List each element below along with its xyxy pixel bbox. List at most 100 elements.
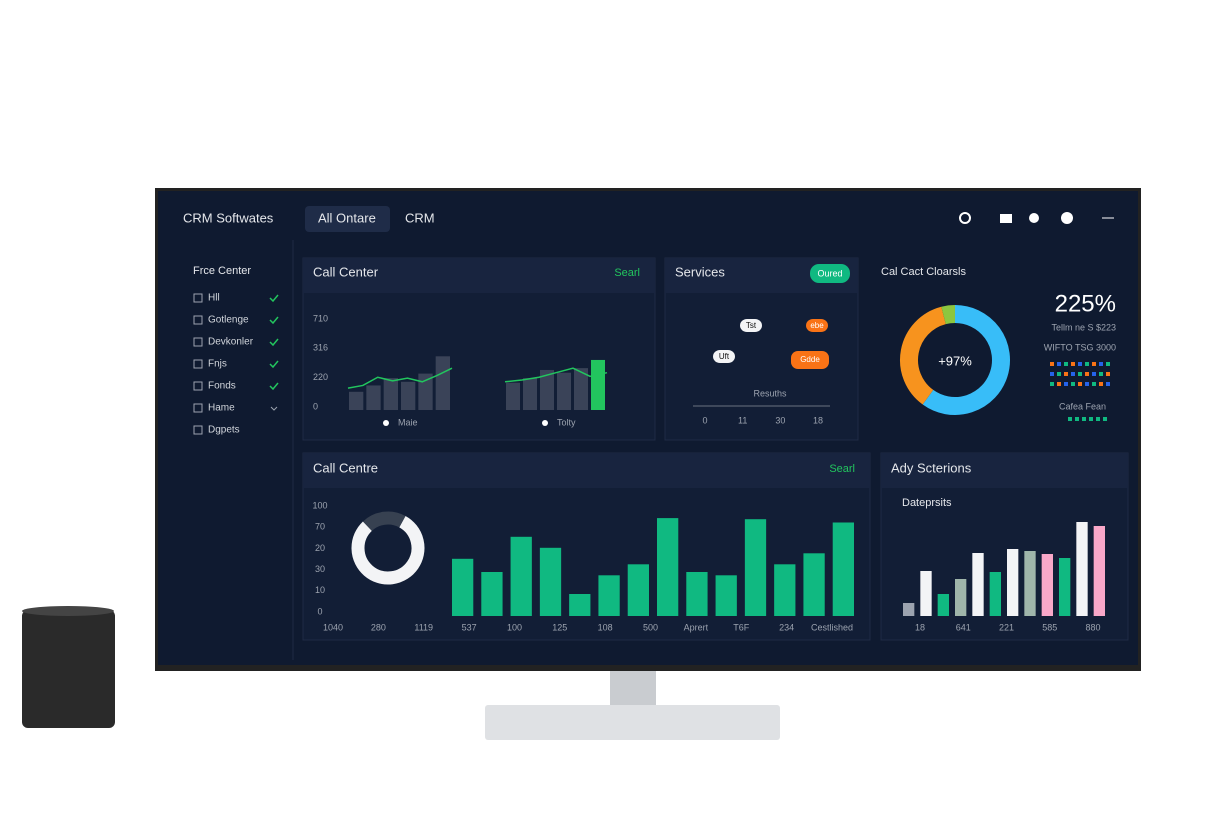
nav-icon <box>193 425 203 435</box>
nav-item[interactable]: Dgpets <box>208 425 240 436</box>
cup <box>22 610 115 728</box>
mail-icon[interactable] <box>1000 214 1012 223</box>
bar <box>452 558 474 616</box>
panel-action[interactable]: Searl <box>614 267 640 279</box>
panel-action[interactable]: Searl <box>829 463 855 475</box>
x-label: 1040 <box>323 622 343 632</box>
dot <box>1099 382 1103 386</box>
bar <box>366 385 381 410</box>
nav-item[interactable]: Hame <box>208 403 235 414</box>
check <box>269 338 279 347</box>
nav-item[interactable]: Fonds <box>208 381 236 392</box>
x-label: 234 <box>779 622 794 632</box>
tag[interactable] <box>740 319 762 332</box>
panel-header <box>881 453 1128 488</box>
nav-item[interactable]: Fnjs <box>208 359 227 370</box>
donut-segment <box>941 305 956 325</box>
bar <box>591 359 605 410</box>
axis-label: 220 <box>313 372 328 382</box>
dot <box>1050 372 1054 376</box>
bar <box>539 547 562 616</box>
stat-line: Tellm ne S $223 <box>1051 322 1116 332</box>
panel-title: Services <box>675 264 725 279</box>
bar <box>574 368 588 410</box>
bar <box>744 519 767 616</box>
x-label: 221 <box>999 622 1014 632</box>
x-label: Aprert <box>684 622 709 632</box>
dot <box>1050 382 1054 386</box>
bar <box>1093 526 1105 616</box>
bar <box>715 575 737 616</box>
panel-title: Call Centre <box>313 460 378 475</box>
x-label: 30 <box>775 415 785 425</box>
axis-label: 30 <box>315 564 325 574</box>
trend-line <box>504 367 608 383</box>
x-label: 500 <box>643 622 658 632</box>
panel-title: Ady Scterions <box>891 460 972 475</box>
x-label: 100 <box>507 622 522 632</box>
dot <box>1085 382 1089 386</box>
legend-label: Tolty <box>557 417 576 427</box>
donut-segment <box>362 511 406 532</box>
axis-label: 100 <box>312 500 327 510</box>
bar <box>1076 522 1088 616</box>
bar <box>774 564 796 616</box>
bar <box>989 572 1001 616</box>
tag[interactable] <box>791 351 829 369</box>
dot <box>1099 362 1103 366</box>
x-label: 18 <box>915 622 925 632</box>
axis-label: 10 <box>315 585 325 595</box>
dot <box>1071 362 1075 366</box>
dot <box>1103 417 1107 421</box>
nav-item[interactable]: Devkonler <box>208 337 254 348</box>
dot <box>1106 382 1110 386</box>
bar <box>1024 551 1036 616</box>
sidebar-title: Frce Center <box>193 265 251 277</box>
badge-text[interactable]: Oured <box>817 268 842 278</box>
tab[interactable]: All Ontare <box>318 210 376 225</box>
tag-label[interactable]: ebe <box>810 321 824 330</box>
dot <box>1082 417 1086 421</box>
x-label: 11 <box>738 415 747 425</box>
tag-label[interactable]: Tst <box>746 321 757 330</box>
dot <box>1050 362 1054 366</box>
badge[interactable] <box>810 264 850 283</box>
x-label: 537 <box>462 622 477 632</box>
x-label: 880 <box>1085 622 1100 632</box>
dot <box>1071 372 1075 376</box>
legend-label: Maie <box>398 417 418 427</box>
bar <box>598 575 620 616</box>
bar <box>506 382 520 410</box>
x-label: 1119 <box>414 622 433 632</box>
bar <box>540 369 554 410</box>
headline: 225% <box>1055 290 1116 317</box>
dot <box>1106 372 1110 376</box>
nav-item[interactable]: Hll <box>208 293 220 304</box>
legend-dot <box>542 420 548 426</box>
bar <box>1041 554 1053 616</box>
nav-item[interactable]: Gotlenge <box>208 315 249 326</box>
tab-bg[interactable] <box>305 206 390 232</box>
stand-neck <box>610 670 656 706</box>
bar <box>832 522 854 616</box>
search-icon[interactable] <box>959 212 971 224</box>
dot <box>1057 362 1061 366</box>
nav-icon <box>193 337 203 347</box>
axis-label: 0 <box>313 401 318 411</box>
x-label: 108 <box>598 622 613 632</box>
bar <box>523 378 537 410</box>
panel-subtitle: Dateprsits <box>902 497 952 509</box>
tag-label[interactable]: Gdde <box>800 355 820 364</box>
settings-icon[interactable] <box>1029 213 1039 223</box>
donut-segment <box>900 306 947 405</box>
bar <box>1059 558 1071 616</box>
tab[interactable]: CRM <box>405 210 435 225</box>
bar <box>349 391 364 410</box>
tag-label[interactable]: Uft <box>719 352 730 361</box>
tag[interactable] <box>713 350 735 363</box>
x-label: Cestlished <box>811 622 853 632</box>
bar <box>686 572 708 616</box>
panel-title: Cal Cact Cloarsls <box>881 266 966 278</box>
tag[interactable] <box>806 319 828 332</box>
user-icon[interactable] <box>1061 212 1073 224</box>
